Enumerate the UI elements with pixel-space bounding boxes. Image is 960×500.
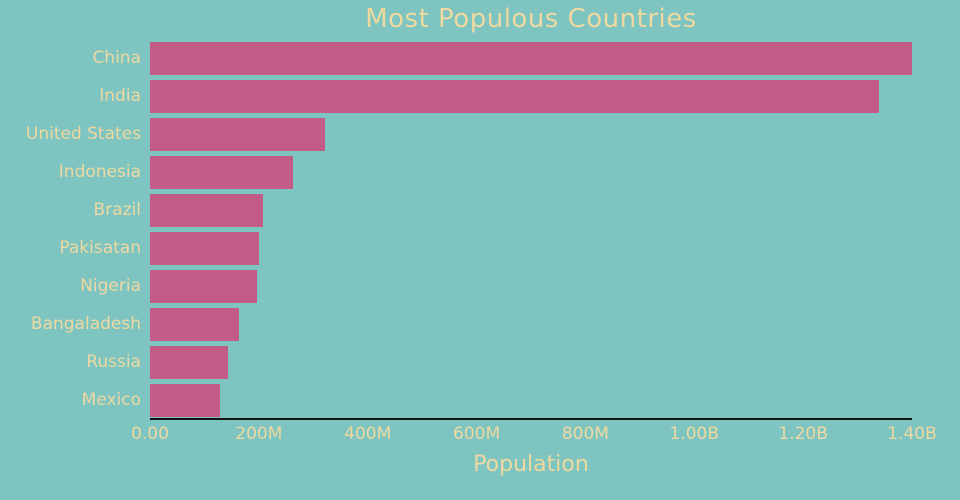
bar-row: Brazil: [94, 194, 912, 227]
bar: [150, 194, 264, 227]
bar-row: India: [99, 80, 912, 113]
category-label: Mexico: [81, 390, 141, 410]
bar-row: Nigeria: [80, 270, 912, 303]
x-tick-label: 400M: [344, 424, 392, 444]
x-tick-label: 1.20B: [778, 424, 828, 444]
x-tick-label: 800M: [561, 424, 609, 444]
bar-row: Pakisatan: [59, 232, 912, 265]
bar-row: Mexico: [82, 384, 912, 417]
bar: [150, 42, 912, 75]
x-tick-label: 1.40B: [887, 424, 937, 444]
x-tick-label: 200M: [235, 424, 283, 444]
x-axis-title: Population: [473, 452, 589, 477]
category-label: Bangaladesh: [30, 314, 141, 334]
bar-row: Russia: [86, 346, 912, 379]
bar-row: Indonesia: [59, 156, 912, 189]
x-tick-label: 1.00B: [669, 424, 720, 444]
bar: [150, 308, 239, 341]
category-label: Pakisatan: [59, 238, 141, 258]
category-label: Russia: [86, 352, 141, 372]
x-tick-label: 0.00: [131, 424, 169, 444]
bar: [150, 232, 259, 265]
category-label: Brazil: [93, 200, 141, 220]
bar: [150, 270, 257, 303]
category-label: Indonesia: [58, 162, 141, 182]
x-tick-label: 600M: [453, 424, 501, 444]
bar: [150, 80, 880, 113]
category-label: Nigeria: [80, 276, 141, 296]
x-axis: 0.00 200M 400M 600M 800M 1.00B 1.20B 1.40B: [131, 424, 937, 446]
category-label: India: [99, 86, 141, 106]
bar-row: United States: [26, 118, 912, 151]
category-label: United States: [25, 124, 141, 144]
bar: [150, 156, 293, 189]
category-label: China: [92, 48, 141, 68]
chart-title: Most Populous Countries: [365, 4, 697, 34]
bar: [150, 346, 229, 379]
bar: [150, 118, 326, 151]
bar: [150, 384, 221, 417]
bar-row: China: [92, 42, 912, 75]
plot-area: China India United States Indonesia Brazil Pa…: [26, 40, 912, 420]
bar-row: Bangaladesh: [31, 308, 912, 341]
